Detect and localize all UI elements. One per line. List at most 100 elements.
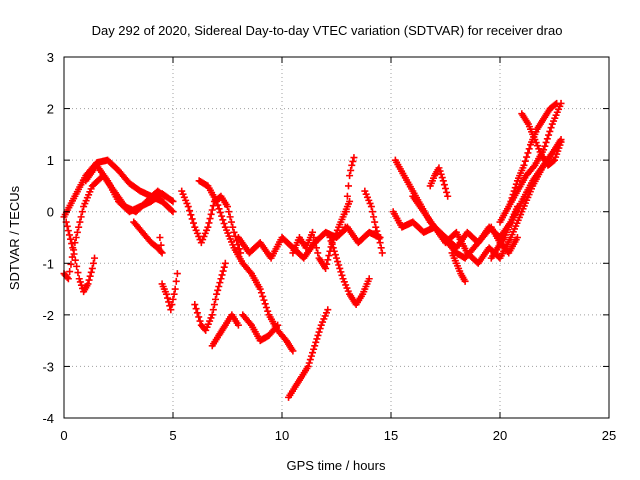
data-point	[523, 153, 531, 161]
data-point	[509, 191, 517, 199]
data-point	[346, 197, 354, 205]
data-point	[169, 197, 177, 205]
data-point	[84, 280, 92, 288]
data-point	[461, 277, 469, 285]
data-point	[63, 222, 71, 230]
data-point	[333, 254, 340, 262]
data-point	[75, 223, 83, 231]
data-point	[530, 163, 538, 171]
data-point	[170, 290, 178, 298]
data-point	[373, 227, 381, 235]
data-point	[73, 262, 81, 270]
data-point	[315, 328, 323, 336]
data-point	[324, 306, 332, 314]
data-point	[367, 203, 375, 211]
y-tick-label: 1	[47, 153, 54, 168]
data-point	[442, 185, 449, 193]
data-point	[307, 352, 315, 360]
data-point	[226, 213, 234, 221]
data-point	[218, 271, 226, 279]
data-point	[274, 321, 282, 329]
chart-title: Day 292 of 2020, Sidereal Day-to-day VTE…	[92, 23, 563, 38]
data-point	[547, 124, 555, 132]
data-point	[71, 239, 79, 247]
data-point	[64, 227, 72, 235]
series-trace8	[195, 177, 297, 355]
data-point	[376, 239, 384, 247]
series-trace4	[82, 161, 177, 216]
x-tick-label: 25	[602, 428, 616, 443]
x-tick-label: 0	[60, 428, 67, 443]
data-point	[331, 251, 339, 259]
data-point	[347, 166, 355, 174]
data-point	[210, 301, 218, 309]
data-point	[328, 240, 336, 248]
data-point	[368, 208, 376, 216]
data-point	[546, 127, 554, 135]
data-point	[219, 267, 227, 275]
data-point	[85, 276, 93, 284]
data-point	[304, 362, 312, 370]
series-trace22	[448, 249, 469, 285]
data-point	[169, 208, 177, 216]
data-point	[88, 264, 96, 272]
data-point	[217, 275, 225, 283]
data-point	[314, 249, 322, 257]
data-point	[66, 268, 74, 276]
data-point	[157, 241, 165, 249]
data-point	[89, 259, 97, 267]
plot-border	[63, 56, 610, 419]
data-point	[325, 252, 333, 260]
data-point	[262, 303, 270, 311]
data-point	[73, 228, 81, 236]
data-point	[213, 290, 221, 298]
data-point	[172, 277, 180, 285]
data-point	[346, 172, 354, 180]
data-point	[372, 223, 380, 231]
data-point	[209, 306, 217, 314]
data-point	[322, 264, 330, 272]
series-trace10	[208, 311, 242, 350]
data-point	[306, 356, 314, 364]
data-point	[330, 247, 338, 255]
data-point	[173, 270, 181, 278]
data-point	[524, 149, 532, 157]
data-point	[70, 246, 78, 254]
x-tick-label: 20	[493, 428, 507, 443]
data-point	[72, 234, 80, 241]
y-tick-label: 3	[47, 50, 54, 65]
data-point	[309, 349, 317, 357]
data-point	[206, 215, 214, 223]
data-point	[512, 180, 520, 188]
data-point	[68, 240, 76, 248]
data-point	[337, 268, 345, 276]
data-point	[214, 286, 222, 294]
data-point	[439, 177, 447, 185]
data-point	[74, 269, 82, 277]
data-point	[312, 244, 320, 252]
data-point	[323, 260, 331, 268]
series-trace25	[518, 110, 565, 169]
data-point	[272, 323, 280, 331]
data-point	[256, 285, 264, 293]
data-point	[549, 157, 557, 165]
series-trace9	[191, 259, 229, 334]
data-point	[437, 170, 445, 178]
data-point	[329, 244, 337, 252]
data-point	[335, 261, 343, 269]
data-point	[310, 345, 318, 353]
data-point	[184, 203, 192, 211]
data-point	[342, 208, 350, 216]
data-point	[213, 197, 221, 205]
data-point	[196, 317, 204, 325]
data-point	[440, 181, 448, 189]
data-point	[350, 154, 358, 162]
data-point	[64, 275, 72, 283]
data-point	[168, 301, 176, 309]
data-point	[246, 268, 254, 276]
data-point	[316, 325, 324, 333]
data-point	[168, 197, 176, 205]
data-point	[65, 231, 73, 239]
data-point	[208, 206, 216, 214]
